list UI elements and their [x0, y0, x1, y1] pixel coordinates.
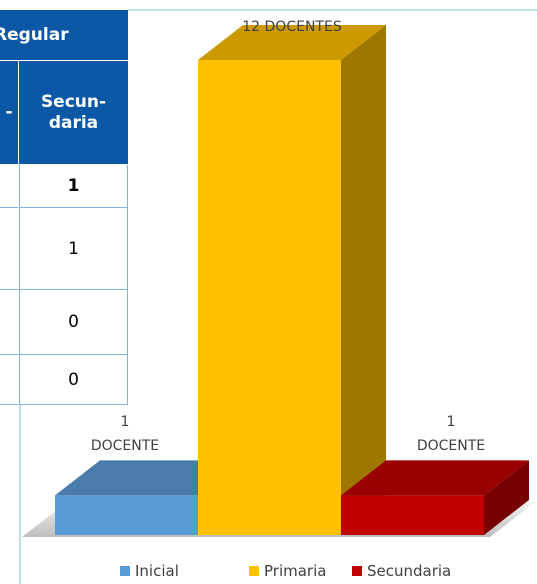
bar-top	[55, 460, 243, 496]
data-label: 1 DOCENTE	[90, 414, 160, 455]
bar-side	[484, 460, 529, 535]
legend-swatch	[249, 566, 259, 576]
bar	[55, 495, 198, 535]
table-title-text: Regular	[0, 24, 69, 45]
table-cell-border	[0, 355, 18, 405]
legend-label: Primaria	[264, 562, 327, 580]
legend-item: Secundaria	[352, 562, 451, 580]
legend-item: Primaria	[249, 562, 326, 580]
table-cell-border	[0, 208, 18, 290]
table-cell: 0	[19, 355, 128, 405]
header-cell: Secun- daria	[19, 61, 128, 164]
table-cell: 1	[19, 165, 128, 208]
legend-item: Inicial	[120, 562, 179, 580]
legend-swatch	[352, 566, 362, 576]
table-cell: 1	[19, 208, 128, 290]
legend-label: Inicial	[135, 562, 179, 580]
legend-swatch	[120, 566, 130, 576]
table-title: Regular	[0, 10, 128, 60]
table-cell-border	[0, 290, 18, 355]
bar-top	[341, 460, 529, 496]
header-cell: -	[0, 61, 18, 164]
legend-label: Secundaria	[367, 562, 452, 580]
bar-side	[341, 25, 386, 535]
bar	[198, 60, 341, 535]
data-label: 12 DOCENTES	[242, 19, 342, 35]
bar	[341, 495, 484, 535]
data-label: 1 DOCENTE	[416, 414, 486, 455]
table-cell: 0	[19, 290, 128, 355]
table-cell-border	[0, 165, 18, 208]
bar-top	[198, 25, 386, 60]
